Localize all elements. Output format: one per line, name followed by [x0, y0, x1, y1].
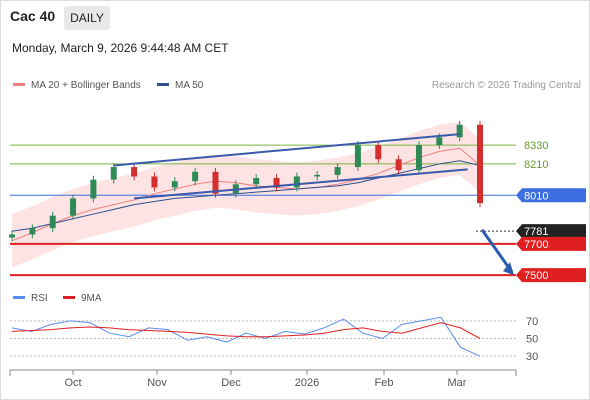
legend-rsi-ma: 9MA	[63, 293, 102, 304]
candle-body	[375, 145, 382, 160]
rsi-swatch	[13, 295, 25, 299]
candle-body	[415, 145, 422, 171]
ma20-swatch	[13, 82, 25, 86]
support-tag-7500	[516, 268, 586, 283]
pivot-label: 8010	[524, 190, 548, 202]
legend-rsi-ma-label: 9MA	[81, 293, 102, 304]
x-tick-label: Feb	[375, 377, 394, 389]
candle-body	[151, 176, 158, 188]
legend-rsi: RSI	[13, 293, 48, 304]
timestamp: Monday, March 9, 2026 9:44:48 AM CET	[12, 41, 229, 55]
legend-ma50-label: MA 50	[175, 80, 204, 91]
instrument-title: Cac 40	[10, 8, 56, 24]
candle-body	[314, 174, 321, 177]
x-tick-label: 2026	[295, 377, 319, 389]
candle-body	[90, 179, 97, 199]
candle-body	[9, 234, 15, 238]
x-tick-label: Dec	[221, 377, 241, 389]
support-tag-7700	[516, 236, 586, 251]
candle-body	[192, 171, 199, 182]
rsi-tick-30: 30	[526, 351, 538, 363]
last-price-tag	[516, 224, 586, 239]
x-tick-label: Mar	[448, 377, 467, 389]
channel-upper-line	[113, 133, 460, 167]
bollinger-band-area	[12, 121, 480, 268]
candle-body	[49, 215, 56, 229]
credit-text: Research © 2026 Trading Central	[431, 80, 581, 91]
rsi-line	[11, 316, 481, 357]
support-label-7700: 7700	[524, 239, 548, 251]
candle-body	[212, 171, 219, 194]
forecast-arrow-head	[503, 262, 514, 276]
support-label-7500: 7500	[524, 270, 548, 282]
resistance-label-8330: 8330	[524, 140, 548, 152]
ma50-swatch	[157, 82, 169, 86]
legend-ma20-label: MA 20 + Bollinger Bands	[31, 80, 141, 91]
forecast-arrow-line	[480, 228, 514, 274]
candle-body	[273, 178, 280, 188]
candle-body	[29, 228, 36, 235]
pivot-tag	[516, 188, 586, 203]
x-tick-label: Oct	[64, 377, 81, 389]
channel-lower-line	[134, 168, 468, 200]
legend-ma50: MA 50	[157, 80, 203, 91]
candle-body	[70, 198, 77, 216]
candle-body	[477, 124, 483, 204]
candle-body	[110, 167, 117, 180]
candle-body	[395, 159, 402, 171]
candle-body	[436, 137, 443, 146]
legend-ma20: MA 20 + Bollinger Bands	[13, 80, 141, 91]
period-badge[interactable]: DAILY	[64, 6, 110, 30]
rsi-ma-line	[11, 322, 481, 339]
rsi-ma-swatch	[63, 295, 75, 299]
candle-body	[334, 167, 341, 175]
rsi-tick-50: 50	[526, 334, 538, 346]
resistance-label-8210: 8210	[524, 159, 548, 171]
legend-rsi-label: RSI	[31, 293, 48, 304]
ma50-line	[11, 160, 481, 232]
candle-body	[253, 178, 260, 185]
rsi-tick-70: 70	[526, 316, 538, 328]
ma20-line	[11, 147, 481, 242]
candle-body	[456, 124, 463, 138]
candle-body	[171, 181, 178, 188]
candle-body	[354, 145, 361, 168]
last-price-label: 7781	[524, 226, 548, 238]
candle-body	[293, 176, 300, 188]
candle-body	[131, 167, 138, 177]
x-tick-label: Nov	[147, 377, 167, 389]
